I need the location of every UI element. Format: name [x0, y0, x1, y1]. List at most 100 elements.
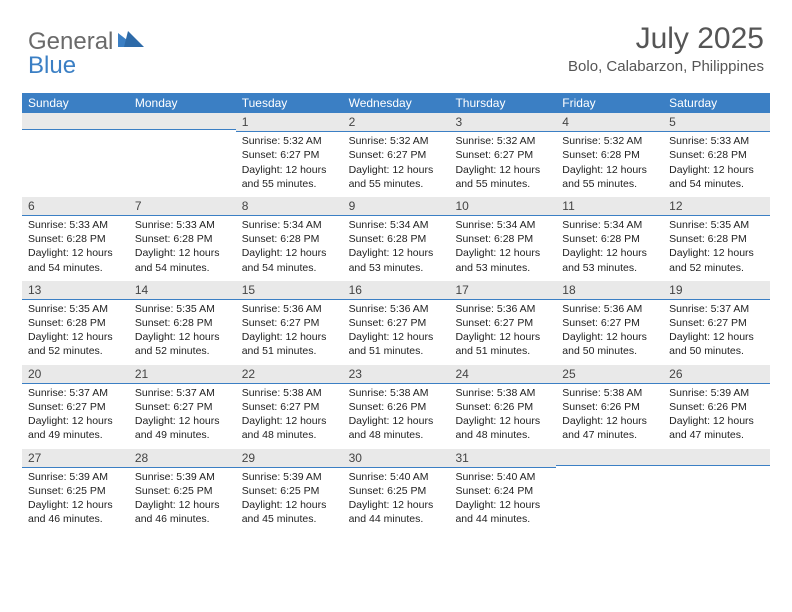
sunrise-text: Sunrise: 5:34 AM: [455, 218, 550, 232]
sunset-text: Sunset: 6:26 PM: [349, 400, 444, 414]
weeks-container: 1Sunrise: 5:32 AMSunset: 6:27 PMDaylight…: [22, 113, 770, 532]
day-cell: 14Sunrise: 5:35 AMSunset: 6:28 PMDayligh…: [129, 281, 236, 365]
day-number: 19: [663, 281, 770, 300]
sunset-text: Sunset: 6:25 PM: [28, 484, 123, 498]
calendar: Sunday Monday Tuesday Wednesday Thursday…: [22, 93, 770, 532]
day-cell: 12Sunrise: 5:35 AMSunset: 6:28 PMDayligh…: [663, 197, 770, 281]
day-cell: 3Sunrise: 5:32 AMSunset: 6:27 PMDaylight…: [449, 113, 556, 197]
day-cell: 13Sunrise: 5:35 AMSunset: 6:28 PMDayligh…: [22, 281, 129, 365]
sunset-text: Sunset: 6:27 PM: [562, 316, 657, 330]
daylight-text: Daylight: 12 hours and 47 minutes.: [562, 414, 657, 442]
day-number: 10: [449, 197, 556, 216]
sunset-text: Sunset: 6:28 PM: [669, 148, 764, 162]
day-number: 31: [449, 449, 556, 468]
weekday-tuesday: Tuesday: [236, 93, 343, 113]
day-number: 3: [449, 113, 556, 132]
daylight-text: Daylight: 12 hours and 54 minutes.: [135, 246, 230, 274]
sunrise-text: Sunrise: 5:39 AM: [669, 386, 764, 400]
day-body: Sunrise: 5:34 AMSunset: 6:28 PMDaylight:…: [556, 216, 663, 281]
sunset-text: Sunset: 6:27 PM: [242, 148, 337, 162]
day-number: 9: [343, 197, 450, 216]
month-title: July 2025: [568, 22, 764, 56]
daylight-text: Daylight: 12 hours and 51 minutes.: [242, 330, 337, 358]
day-body: Sunrise: 5:37 AMSunset: 6:27 PMDaylight:…: [129, 384, 236, 449]
daylight-text: Daylight: 12 hours and 44 minutes.: [349, 498, 444, 526]
day-body: Sunrise: 5:34 AMSunset: 6:28 PMDaylight:…: [236, 216, 343, 281]
daylight-text: Daylight: 12 hours and 53 minutes.: [349, 246, 444, 274]
day-body: Sunrise: 5:34 AMSunset: 6:28 PMDaylight:…: [449, 216, 556, 281]
day-cell: 29Sunrise: 5:39 AMSunset: 6:25 PMDayligh…: [236, 449, 343, 533]
day-cell: 2Sunrise: 5:32 AMSunset: 6:27 PMDaylight…: [343, 113, 450, 197]
day-cell: 10Sunrise: 5:34 AMSunset: 6:28 PMDayligh…: [449, 197, 556, 281]
day-body: Sunrise: 5:36 AMSunset: 6:27 PMDaylight:…: [449, 300, 556, 365]
day-number: [663, 449, 770, 466]
sunset-text: Sunset: 6:27 PM: [669, 316, 764, 330]
sunset-text: Sunset: 6:27 PM: [349, 316, 444, 330]
sunset-text: Sunset: 6:28 PM: [562, 232, 657, 246]
sunrise-text: Sunrise: 5:39 AM: [242, 470, 337, 484]
sunrise-text: Sunrise: 5:34 AM: [562, 218, 657, 232]
day-number: 6: [22, 197, 129, 216]
weekday-friday: Friday: [556, 93, 663, 113]
day-body: Sunrise: 5:38 AMSunset: 6:26 PMDaylight:…: [449, 384, 556, 449]
day-cell: 7Sunrise: 5:33 AMSunset: 6:28 PMDaylight…: [129, 197, 236, 281]
sunrise-text: Sunrise: 5:35 AM: [135, 302, 230, 316]
day-body: Sunrise: 5:38 AMSunset: 6:26 PMDaylight:…: [343, 384, 450, 449]
sunrise-text: Sunrise: 5:32 AM: [562, 134, 657, 148]
day-number: 21: [129, 365, 236, 384]
daylight-text: Daylight: 12 hours and 48 minutes.: [242, 414, 337, 442]
day-number: 29: [236, 449, 343, 468]
daylight-text: Daylight: 12 hours and 54 minutes.: [242, 246, 337, 274]
weekday-thursday: Thursday: [449, 93, 556, 113]
day-number: 12: [663, 197, 770, 216]
day-cell: 24Sunrise: 5:38 AMSunset: 6:26 PMDayligh…: [449, 365, 556, 449]
day-body: Sunrise: 5:40 AMSunset: 6:25 PMDaylight:…: [343, 468, 450, 533]
sunrise-text: Sunrise: 5:38 AM: [562, 386, 657, 400]
day-cell: 8Sunrise: 5:34 AMSunset: 6:28 PMDaylight…: [236, 197, 343, 281]
day-number: 23: [343, 365, 450, 384]
sunrise-text: Sunrise: 5:32 AM: [242, 134, 337, 148]
weekday-monday: Monday: [129, 93, 236, 113]
sunset-text: Sunset: 6:26 PM: [562, 400, 657, 414]
day-number: 24: [449, 365, 556, 384]
day-body: Sunrise: 5:38 AMSunset: 6:27 PMDaylight:…: [236, 384, 343, 449]
day-cell: 16Sunrise: 5:36 AMSunset: 6:27 PMDayligh…: [343, 281, 450, 365]
day-body: Sunrise: 5:37 AMSunset: 6:27 PMDaylight:…: [22, 384, 129, 449]
sunset-text: Sunset: 6:28 PM: [28, 232, 123, 246]
sunset-text: Sunset: 6:24 PM: [455, 484, 550, 498]
sunrise-text: Sunrise: 5:33 AM: [28, 218, 123, 232]
sunrise-text: Sunrise: 5:32 AM: [349, 134, 444, 148]
logo-sub: Blue: [28, 52, 76, 80]
logo-triangle-icon: [118, 29, 144, 52]
sunrise-text: Sunrise: 5:34 AM: [349, 218, 444, 232]
day-body: Sunrise: 5:33 AMSunset: 6:28 PMDaylight:…: [129, 216, 236, 281]
day-cell: [129, 113, 236, 197]
day-number: 7: [129, 197, 236, 216]
day-body: Sunrise: 5:40 AMSunset: 6:24 PMDaylight:…: [449, 468, 556, 533]
week-row: 27Sunrise: 5:39 AMSunset: 6:25 PMDayligh…: [22, 449, 770, 533]
daylight-text: Daylight: 12 hours and 55 minutes.: [349, 163, 444, 191]
day-number: 25: [556, 365, 663, 384]
day-cell: 18Sunrise: 5:36 AMSunset: 6:27 PMDayligh…: [556, 281, 663, 365]
daylight-text: Daylight: 12 hours and 50 minutes.: [562, 330, 657, 358]
weekday-wednesday: Wednesday: [343, 93, 450, 113]
day-cell: 23Sunrise: 5:38 AMSunset: 6:26 PMDayligh…: [343, 365, 450, 449]
sunrise-text: Sunrise: 5:32 AM: [455, 134, 550, 148]
sunrise-text: Sunrise: 5:35 AM: [28, 302, 123, 316]
sunset-text: Sunset: 6:28 PM: [455, 232, 550, 246]
weekday-sunday: Sunday: [22, 93, 129, 113]
day-body: [556, 466, 663, 526]
sunset-text: Sunset: 6:28 PM: [28, 316, 123, 330]
day-body: Sunrise: 5:34 AMSunset: 6:28 PMDaylight:…: [343, 216, 450, 281]
daylight-text: Daylight: 12 hours and 51 minutes.: [349, 330, 444, 358]
day-number: 8: [236, 197, 343, 216]
day-cell: 19Sunrise: 5:37 AMSunset: 6:27 PMDayligh…: [663, 281, 770, 365]
day-body: Sunrise: 5:39 AMSunset: 6:25 PMDaylight:…: [22, 468, 129, 533]
sunset-text: Sunset: 6:25 PM: [242, 484, 337, 498]
day-cell: 6Sunrise: 5:33 AMSunset: 6:28 PMDaylight…: [22, 197, 129, 281]
day-body: Sunrise: 5:32 AMSunset: 6:27 PMDaylight:…: [343, 132, 450, 197]
sunset-text: Sunset: 6:28 PM: [135, 232, 230, 246]
sunset-text: Sunset: 6:26 PM: [455, 400, 550, 414]
day-number: 26: [663, 365, 770, 384]
sunrise-text: Sunrise: 5:38 AM: [242, 386, 337, 400]
